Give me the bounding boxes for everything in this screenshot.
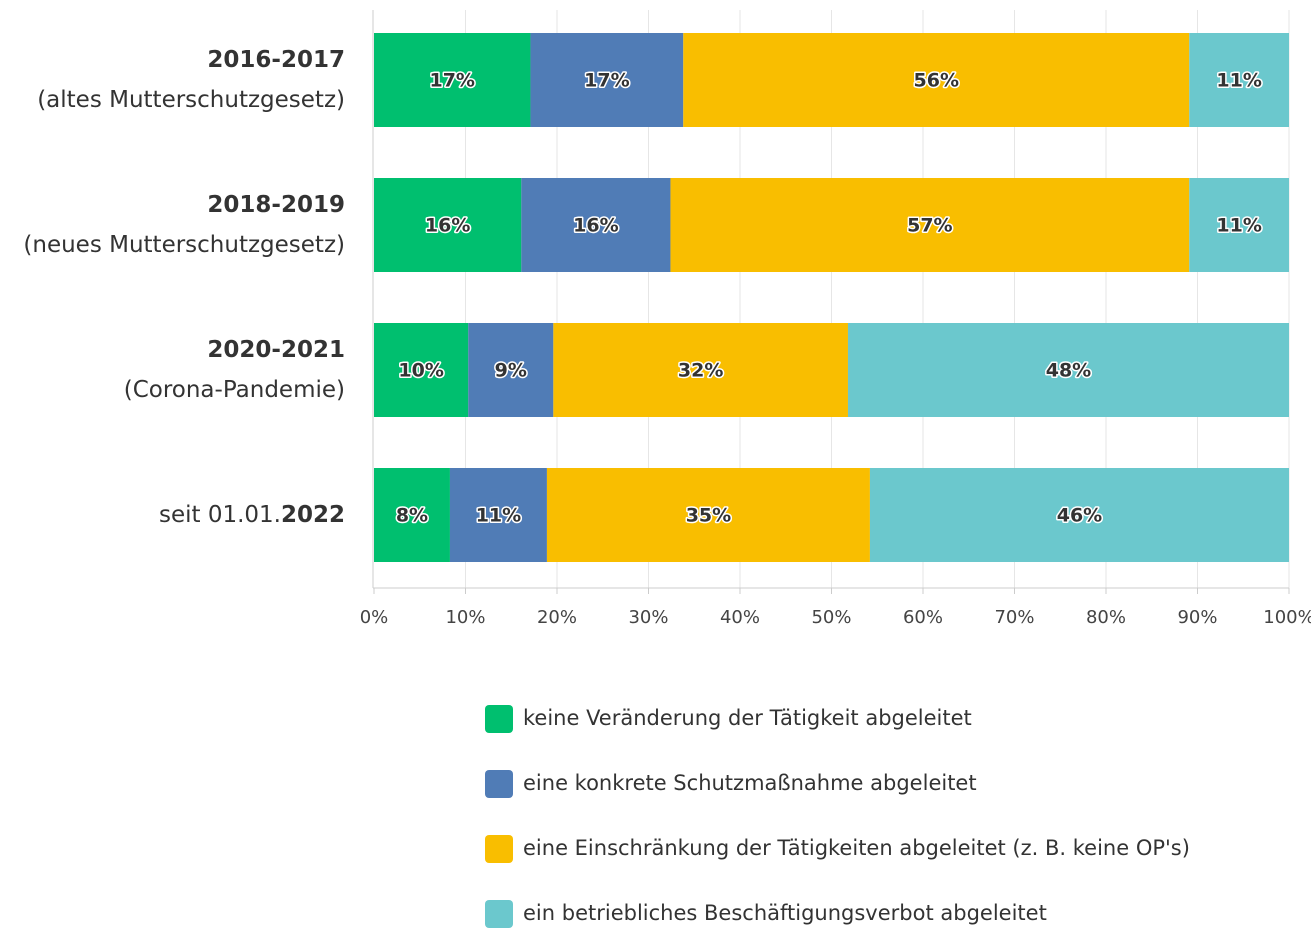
category-label: (altes Mutterschutzgesetz) (37, 87, 345, 113)
data-label: 17% (429, 70, 474, 92)
x-tick-label: 20% (537, 607, 577, 628)
bar-segment (670, 178, 1190, 272)
x-tick-label: 40% (720, 607, 760, 628)
legend-label: eine konkrete Schutzmaßnahme abgeleitet (523, 771, 977, 795)
x-tick-label: 70% (994, 607, 1034, 628)
bar-segment (546, 468, 870, 562)
data-label: 11% (1216, 70, 1261, 92)
data-label: 16% (573, 215, 618, 237)
data-label: 57% (907, 215, 952, 237)
data-label: 11% (476, 505, 521, 527)
bar-segment (683, 33, 1190, 127)
bar-segment (1189, 178, 1289, 272)
category-label-part: (altes Mutterschutzgesetz) (37, 87, 345, 113)
data-label: 46% (1057, 505, 1102, 527)
legend-swatch (485, 835, 513, 863)
x-tick-label: 30% (628, 607, 668, 628)
x-tick-label: 0% (360, 607, 389, 628)
category-label-part: 2022 (281, 502, 345, 528)
bar-segment (869, 468, 1289, 562)
bar-segment (1189, 33, 1289, 127)
data-label: 11% (1216, 215, 1261, 237)
category-label-part: 2018-2019 (207, 192, 345, 218)
bar-segment (553, 323, 848, 417)
bar-segment (374, 178, 522, 272)
legend-label: ein betriebliches Beschäftigungsverbot a… (523, 901, 1047, 925)
category-label-part: 2020-2021 (207, 337, 345, 363)
data-label: 8% (396, 505, 428, 527)
category-label: 2018-2019 (207, 192, 345, 218)
bar-segment (530, 33, 684, 127)
x-tick-label: 50% (811, 607, 851, 628)
category-label: (neues Mutterschutzgesetz) (23, 232, 345, 258)
category-label-part: 2016-2017 (207, 47, 345, 73)
legend-label: eine Einschränkung der Tätigkeiten abgel… (523, 836, 1190, 860)
data-label: 9% (495, 360, 527, 382)
bar-segment (521, 178, 671, 272)
category-label-part: (Corona-Pandemie) (124, 377, 345, 403)
x-tick-label: 90% (1177, 607, 1217, 628)
legend-swatch (485, 900, 513, 928)
x-tick-label: 80% (1086, 607, 1126, 628)
data-label: 32% (678, 360, 723, 382)
category-label-part: (neues Mutterschutzgesetz) (23, 232, 345, 258)
x-tick-label: 60% (903, 607, 943, 628)
data-label: 56% (914, 70, 959, 92)
bar-segment (374, 323, 469, 417)
x-tick-label: 10% (445, 607, 485, 628)
category-label-part: seit 01.01. (159, 502, 281, 528)
x-tick-label: 100% (1263, 607, 1311, 628)
category-label: 2016-2017 (207, 47, 345, 73)
bar-segment (374, 33, 531, 127)
bar-segment (374, 468, 450, 562)
legend-swatch (485, 705, 513, 733)
bar-segment (847, 323, 1289, 417)
bar-segment (449, 468, 547, 562)
category-label: 2020-2021 (207, 337, 345, 363)
data-label: 35% (686, 505, 731, 527)
category-label: (Corona-Pandemie) (124, 377, 345, 403)
data-label: 16% (425, 215, 470, 237)
category-label: seit 01.01.2022 (159, 502, 345, 528)
data-label: 17% (584, 70, 629, 92)
data-label: 10% (398, 360, 443, 382)
data-label: 48% (1046, 360, 1091, 382)
bar-segment (468, 323, 554, 417)
legend-label: keine Veränderung der Tätigkeit abgeleit… (523, 706, 972, 730)
legend-swatch (485, 770, 513, 798)
